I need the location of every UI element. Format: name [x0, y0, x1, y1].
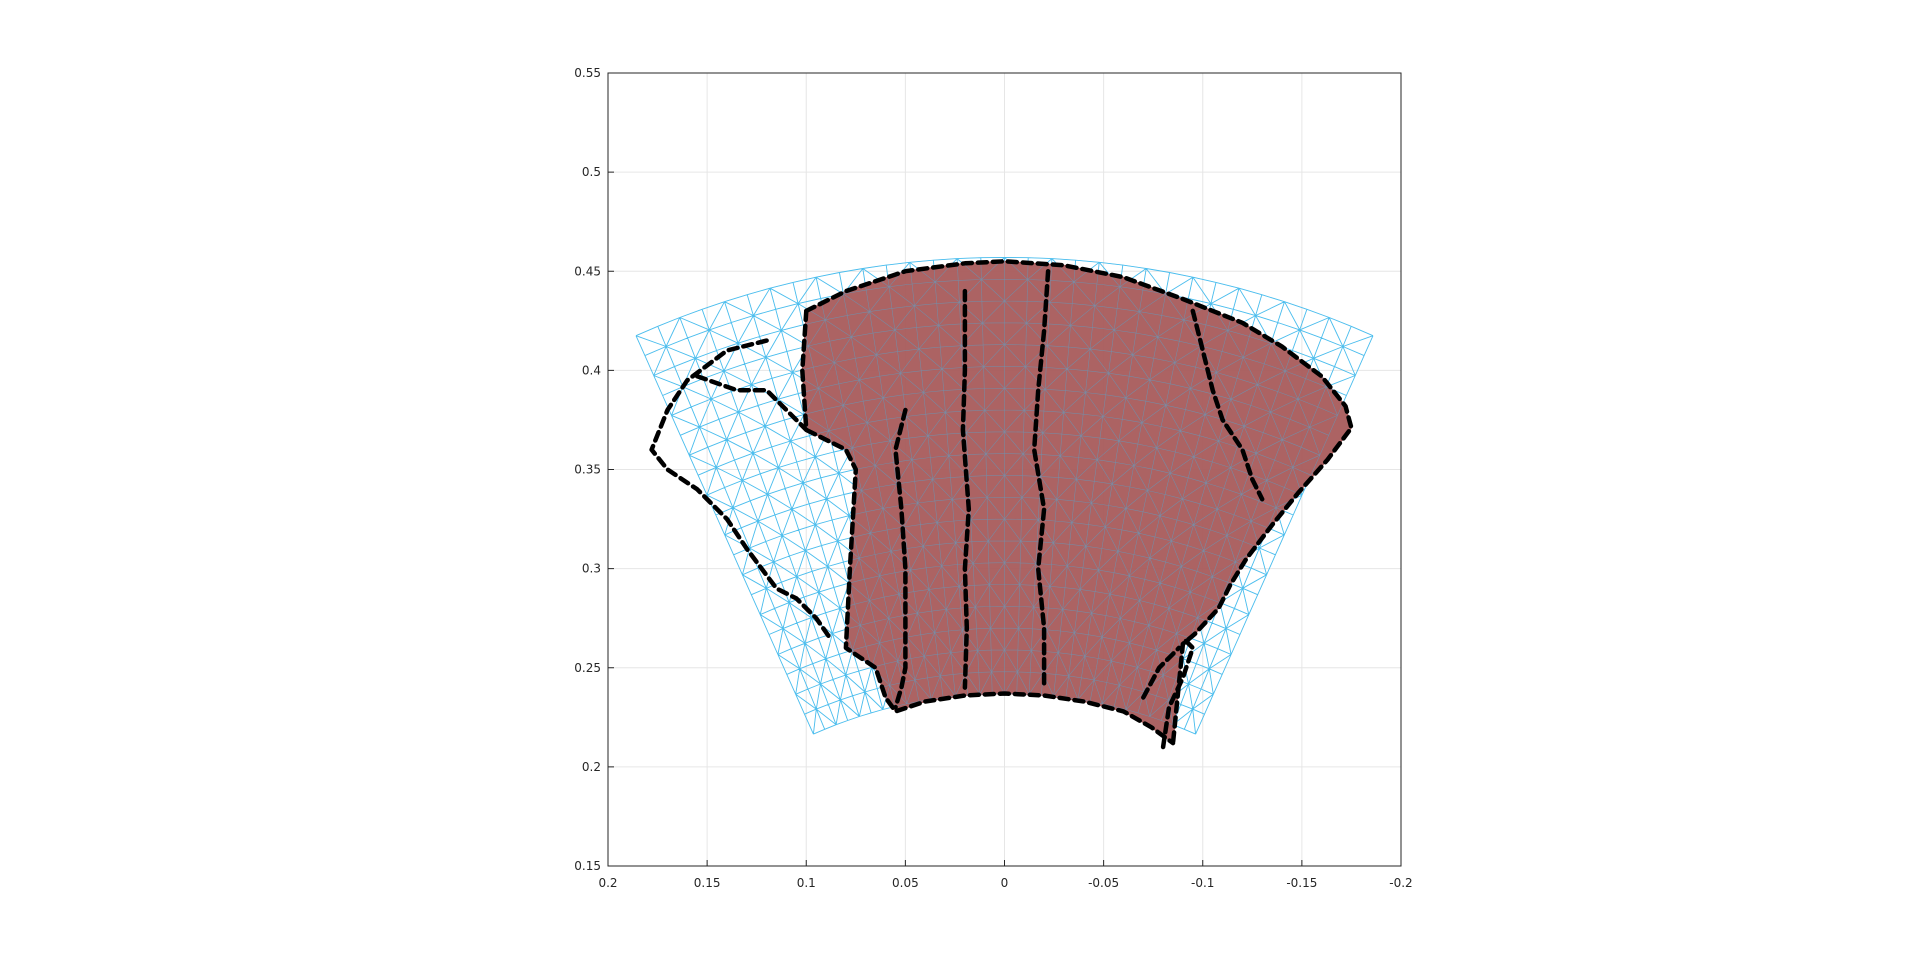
contour-line — [960, 288, 972, 690]
y-tick-label: 0.3 — [582, 562, 601, 576]
x-tick-label: 0.05 — [892, 876, 919, 890]
x-tick-label: -0.15 — [1286, 876, 1317, 890]
contour-line — [1031, 268, 1051, 690]
contour-line — [1190, 308, 1265, 502]
contour-line — [1141, 645, 1182, 700]
x-tick-label: 0.15 — [694, 876, 721, 890]
x-tick-label: 0 — [1001, 876, 1009, 890]
contour-line — [649, 338, 833, 641]
x-tick-label: -0.05 — [1088, 876, 1119, 890]
y-tick-label: 0.55 — [574, 66, 601, 80]
x-axis-ticks: 0.2 0.15 0.1 0.05 0 -0.05 -0.1 -0.15 -0.2 — [598, 860, 1413, 890]
y-tick-label: 0.2 — [582, 760, 601, 774]
y-tick-label: 0.35 — [574, 463, 601, 477]
contour-line — [694, 374, 809, 433]
y-tick-label: 0.5 — [582, 165, 601, 179]
y-tick-label: 0.15 — [574, 859, 601, 873]
contour-line — [893, 407, 908, 710]
y-tick-label: 0.25 — [574, 661, 601, 675]
x-tick-label: 0.1 — [797, 876, 816, 890]
contour-line — [804, 259, 1354, 746]
contour-line — [800, 308, 1176, 746]
y-tick-label: 0.4 — [582, 363, 601, 377]
contour-line — [1160, 635, 1196, 750]
y-tick-label: 0.45 — [574, 264, 601, 278]
contour-lines — [649, 259, 1354, 750]
x-tick-label: -0.2 — [1389, 876, 1412, 890]
x-tick-label: 0.2 — [598, 876, 617, 890]
y-axis-ticks: 0.15 0.2 0.25 0.3 0.35 0.4 0.45 0.5 0.55 — [574, 66, 614, 873]
x-tick-label: -0.1 — [1191, 876, 1214, 890]
